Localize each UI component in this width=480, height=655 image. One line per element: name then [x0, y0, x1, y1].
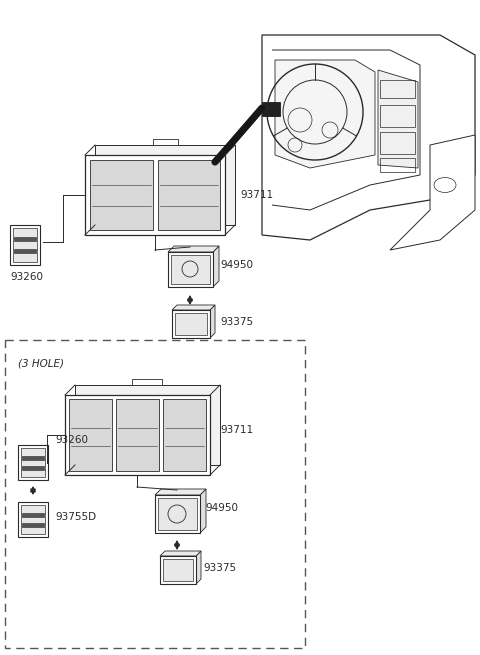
Polygon shape: [390, 135, 475, 250]
Text: 93260: 93260: [55, 435, 88, 445]
Bar: [14, 237, 36, 241]
Polygon shape: [213, 246, 219, 287]
Polygon shape: [210, 305, 215, 338]
Polygon shape: [168, 246, 219, 252]
Polygon shape: [275, 60, 375, 168]
Text: 93711: 93711: [220, 425, 253, 435]
Bar: [14, 249, 36, 253]
Bar: [132, 379, 162, 385]
Text: 93711: 93711: [240, 190, 273, 200]
Bar: [65, 395, 210, 475]
Polygon shape: [155, 489, 206, 495]
Bar: [116, 399, 159, 471]
Bar: [160, 556, 196, 584]
Bar: [155, 495, 200, 533]
Bar: [5, 340, 305, 648]
Bar: [10, 225, 40, 265]
Text: 93375: 93375: [203, 563, 236, 573]
Bar: [380, 105, 415, 127]
Bar: [22, 512, 44, 517]
Polygon shape: [160, 551, 201, 556]
Bar: [18, 445, 48, 480]
Bar: [22, 466, 44, 470]
Bar: [380, 158, 415, 172]
Bar: [85, 155, 225, 235]
Text: 94950: 94950: [220, 260, 253, 270]
Bar: [22, 523, 44, 527]
Text: 94950: 94950: [205, 503, 238, 513]
Polygon shape: [378, 70, 418, 168]
Text: 93375: 93375: [220, 317, 253, 327]
Bar: [168, 252, 213, 287]
Polygon shape: [95, 145, 235, 225]
Text: 93755D: 93755D: [55, 512, 96, 522]
Text: (3 HOLE): (3 HOLE): [18, 358, 64, 368]
Bar: [163, 559, 193, 581]
Bar: [18, 502, 48, 537]
Polygon shape: [200, 489, 206, 533]
Bar: [380, 132, 415, 154]
Bar: [172, 310, 210, 338]
Bar: [158, 498, 197, 530]
Polygon shape: [172, 305, 215, 310]
Bar: [69, 399, 112, 471]
Bar: [90, 160, 153, 230]
Bar: [21, 448, 45, 477]
Bar: [163, 399, 206, 471]
Polygon shape: [262, 35, 475, 240]
Bar: [21, 505, 45, 534]
Bar: [171, 255, 210, 284]
Bar: [380, 80, 415, 98]
Polygon shape: [75, 385, 220, 465]
Bar: [157, 160, 220, 230]
Bar: [153, 139, 178, 145]
Polygon shape: [196, 551, 201, 584]
Bar: [262, 102, 280, 116]
Bar: [175, 313, 207, 335]
Bar: [13, 228, 37, 262]
Bar: [22, 455, 44, 460]
Text: 93260: 93260: [10, 272, 43, 282]
